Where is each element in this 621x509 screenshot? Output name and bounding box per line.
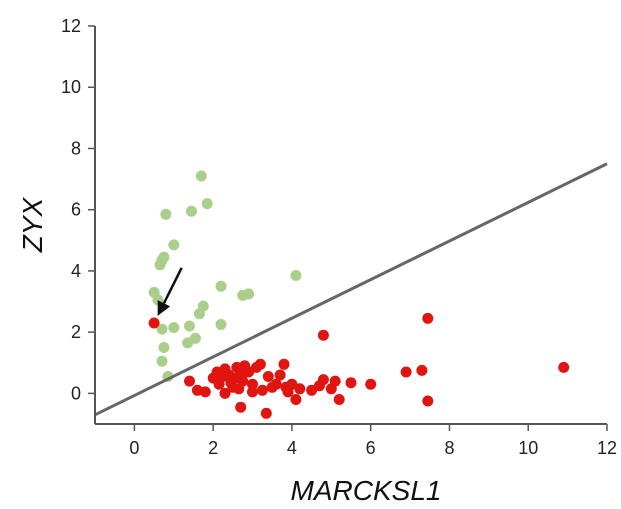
y-tick-label: 10 [61, 77, 81, 97]
data-point-green [195, 170, 207, 182]
y-tick-label: 8 [71, 138, 81, 158]
data-point-red [333, 394, 345, 405]
data-point-green [186, 205, 197, 217]
plot-area [94, 162, 608, 419]
data-point-red [184, 375, 195, 387]
data-point-green [237, 289, 249, 301]
data-point-red [270, 378, 282, 390]
data-point-red [558, 361, 570, 373]
x-tick-label: 4 [287, 438, 297, 458]
data-point-green [156, 254, 168, 266]
data-point-green [215, 319, 227, 330]
data-point-red [219, 387, 231, 399]
data-point-green [168, 322, 180, 334]
x-tick-label: 2 [208, 438, 218, 458]
data-point-red [317, 374, 329, 386]
data-point-red [294, 383, 306, 395]
data-point-green [158, 342, 170, 353]
y-tick-label: 0 [71, 383, 81, 403]
data-point-red [247, 386, 258, 398]
data-point-red [262, 371, 274, 382]
data-point-red [329, 375, 341, 387]
x-tick-label: 10 [518, 438, 538, 458]
data-point-red [317, 329, 329, 341]
x-ticks: 0 2 4 6 8 10 12 [129, 424, 617, 458]
x-tick-label: 8 [444, 438, 454, 458]
data-point-red [148, 317, 160, 329]
data-point-green [184, 320, 195, 332]
y-tick-label: 4 [71, 261, 81, 281]
x-tick-label: 12 [597, 438, 617, 458]
separator-line [94, 162, 608, 417]
data-point-red [256, 384, 268, 396]
data-point-red [278, 358, 290, 370]
arrow-shaft [162, 267, 183, 304]
data-point-green [160, 208, 172, 220]
data-point-red [365, 378, 377, 390]
data-point-red [422, 312, 434, 324]
data-point-red [199, 386, 211, 398]
y-tick-label: 6 [71, 200, 81, 220]
data-point-red [290, 394, 302, 405]
data-point-green [168, 239, 180, 251]
data-point-green [156, 355, 168, 367]
data-point-red [260, 407, 272, 419]
data-point-red [400, 366, 412, 378]
arrow-annotation [157, 267, 183, 316]
x-tick-label: 0 [129, 438, 139, 458]
data-point-red [254, 358, 266, 370]
data-point-red [416, 364, 428, 376]
data-point-green [189, 332, 201, 344]
x-tick-label: 6 [366, 438, 376, 458]
y-ticks: 0 2 4 6 8 10 12 [61, 16, 95, 403]
data-point-green [156, 323, 168, 335]
data-point-red [247, 378, 258, 390]
data-point-green [290, 270, 302, 281]
data-point-green [193, 308, 205, 320]
y-tick-label: 2 [71, 322, 81, 342]
arrow-head [157, 300, 171, 316]
x-axis-title: MARCKSL1 [291, 475, 442, 506]
data-point-red [345, 377, 357, 389]
data-point-green [201, 198, 213, 210]
data-point-red [237, 375, 249, 387]
data-point-red [274, 369, 286, 381]
y-axis-title: ZYX [17, 196, 48, 253]
data-point-green [215, 280, 227, 292]
data-point-red [422, 395, 434, 407]
data-point-red [235, 401, 247, 413]
y-tick-label: 12 [61, 16, 81, 36]
